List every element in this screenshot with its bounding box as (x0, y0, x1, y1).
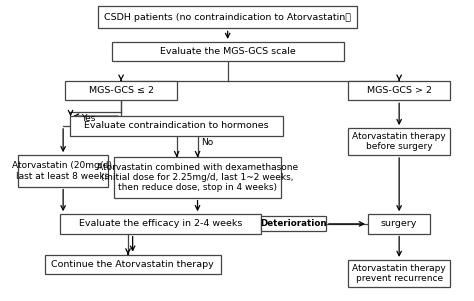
Text: Atorvastatin (20mg/d),
last at least 8 weeks: Atorvastatin (20mg/d), last at least 8 w… (12, 161, 115, 181)
FancyBboxPatch shape (70, 116, 283, 136)
Text: Evaluate the MGS-GCS scale: Evaluate the MGS-GCS scale (160, 47, 295, 56)
FancyBboxPatch shape (114, 157, 281, 198)
Text: surgery: surgery (381, 219, 417, 228)
Text: Atorvastatin therapy
before surgery: Atorvastatin therapy before surgery (352, 132, 446, 151)
FancyBboxPatch shape (348, 260, 450, 287)
FancyBboxPatch shape (348, 81, 450, 100)
FancyBboxPatch shape (261, 216, 326, 231)
FancyBboxPatch shape (18, 155, 109, 187)
Text: Evaluate contraindication to hormones: Evaluate contraindication to hormones (84, 121, 269, 130)
FancyBboxPatch shape (60, 214, 261, 234)
Text: No: No (201, 138, 213, 147)
Text: CSDH patients (no contraindication to Atorvastatin）: CSDH patients (no contraindication to At… (104, 13, 351, 22)
Text: MGS-GCS > 2: MGS-GCS > 2 (367, 86, 432, 95)
Text: Yes: Yes (82, 114, 96, 123)
FancyBboxPatch shape (348, 128, 450, 155)
Text: MGS-GCS ≤ 2: MGS-GCS ≤ 2 (89, 86, 154, 95)
Text: Atorvastatin combined with dexamethasone
(initial dose for 2.25mg/d, last 1~2 we: Atorvastatin combined with dexamethasone… (97, 163, 298, 192)
Text: Evaluate the efficacy in 2-4 weeks: Evaluate the efficacy in 2-4 weeks (79, 219, 242, 228)
Text: Atorvastatin therapy
prevent recurrence: Atorvastatin therapy prevent recurrence (352, 264, 446, 283)
FancyBboxPatch shape (112, 42, 344, 61)
Text: Continue the Atorvastatin therapy: Continue the Atorvastatin therapy (51, 260, 214, 269)
FancyBboxPatch shape (98, 6, 357, 28)
FancyBboxPatch shape (65, 81, 177, 100)
FancyBboxPatch shape (368, 214, 430, 234)
Text: Deterioration: Deterioration (260, 219, 327, 228)
FancyBboxPatch shape (45, 255, 221, 274)
